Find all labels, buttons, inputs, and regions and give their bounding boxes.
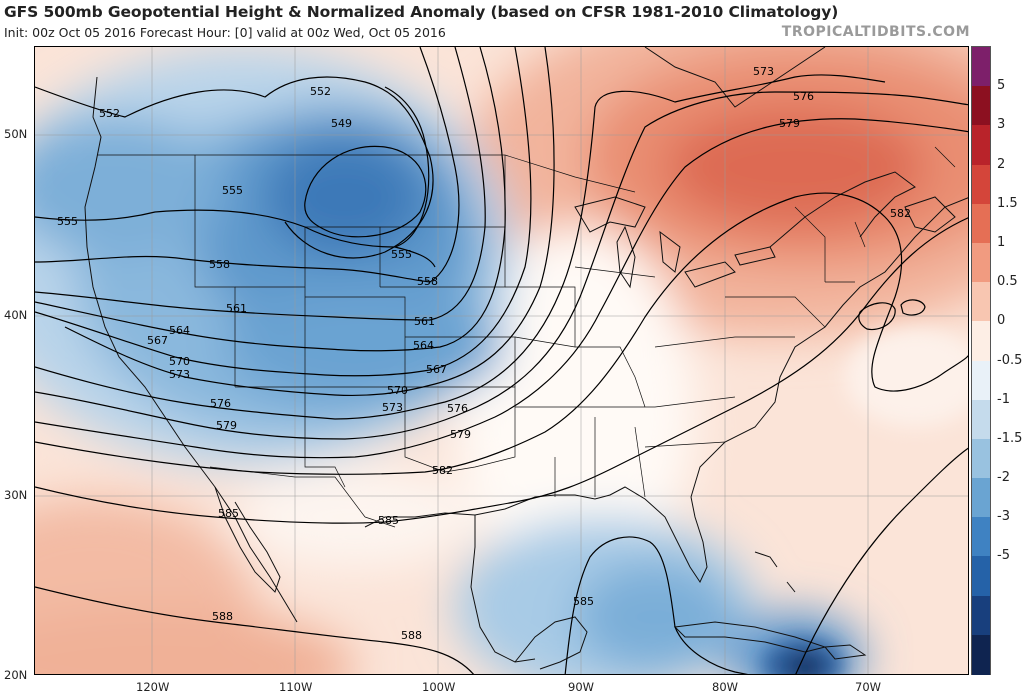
contour-label-582: 582 [432,464,453,477]
contour-label-588: 588 [212,610,233,623]
lon-label-110w: 110W [279,680,312,694]
colorbar-segment [972,400,990,440]
contour-label-576: 576 [793,90,814,103]
contour-label-558: 558 [417,275,438,288]
contour-label-585: 585 [218,507,239,520]
colorbar-segment [972,635,990,675]
contour-label-585: 585 [378,514,399,527]
lon-label-70w: 70W [855,680,881,694]
contour-label-576: 576 [210,397,231,410]
contour-label-588: 588 [401,629,422,642]
contour-label-555: 555 [222,184,243,197]
colorbar-segment [972,478,990,518]
colorbar-label: 5 [997,78,1005,93]
colorbar-segment [972,517,990,557]
colorbar-label: 0 [997,313,1005,328]
contour-label-582: 582 [890,207,911,220]
contour-label-579: 579 [216,419,237,432]
colorbar-segment [972,47,990,87]
colorbar-segment [972,361,990,401]
contour-label-573: 573 [753,65,774,78]
contour-label-564: 564 [413,339,434,352]
contour-label-570: 570 [169,355,190,368]
contour-label-585: 585 [573,595,594,608]
lon-label-80w: 80W [712,680,738,694]
lat-label-50n: 50N [4,127,27,141]
contour-label-558: 558 [209,258,230,271]
colorbar-segment [972,125,990,165]
contour-label-579: 579 [779,117,800,130]
colorbar-label: -5 [997,548,1010,563]
lat-label-40n: 40N [4,308,27,322]
contour-label-579: 579 [450,428,471,441]
contour-label-567: 567 [426,363,447,376]
colorbar-label: 3 [997,117,1005,132]
colorbar-segment [972,165,990,205]
colorbar-segment [972,204,990,244]
contour-label-564: 564 [169,324,190,337]
colorbar-label: 1.5 [997,196,1018,211]
colorbar-segment [972,596,990,636]
contour-label-573: 573 [382,401,403,414]
site-credit: TROPICALTIDBITS.COM [782,24,970,40]
chart-title: GFS 500mb Geopotential Height & Normaliz… [4,3,838,21]
colorbar-label: -3 [997,509,1010,524]
lon-label-120w: 120W [136,680,169,694]
anomaly-map: 552 552 549 555 555 555 558 558 561 561 … [34,46,969,675]
colorbar-label: 1 [997,235,1005,250]
colorbar-segment [972,321,990,361]
colorbar-segment [972,243,990,283]
contour-label-555: 555 [57,215,78,228]
lon-label-90w: 90W [568,680,594,694]
contour-label-561: 561 [414,315,435,328]
anomaly-colorbar [971,46,991,675]
colorbar-segment [972,86,990,126]
colorbar-label: -1.5 [997,431,1022,446]
colorbar-label: 2 [997,157,1005,172]
lon-label-100w: 100W [422,680,455,694]
colorbar-label: -1 [997,392,1010,407]
lat-label-30n: 30N [4,488,27,502]
colorbar-segment [972,439,990,479]
contour-label-576: 576 [447,402,468,415]
contour-label-549: 549 [331,117,352,130]
contour-label-552: 552 [310,85,331,98]
colorbar-segment [972,282,990,322]
chart-subtitle: Init: 00z Oct 05 2016 Forecast Hour: [0]… [4,25,446,40]
contour-label-570: 570 [387,384,408,397]
contour-label-555: 555 [391,248,412,261]
colorbar-segment [972,556,990,596]
contour-label-573: 573 [169,368,190,381]
contour-label-552: 552 [99,107,120,120]
contour-label-561: 561 [226,302,247,315]
lat-label-20n: 20N [4,668,27,682]
colorbar-label: -2 [997,470,1010,485]
contour-label-567: 567 [147,334,168,347]
colorbar-label: 0.5 [997,274,1018,289]
colorbar-label: -0.5 [997,353,1022,368]
